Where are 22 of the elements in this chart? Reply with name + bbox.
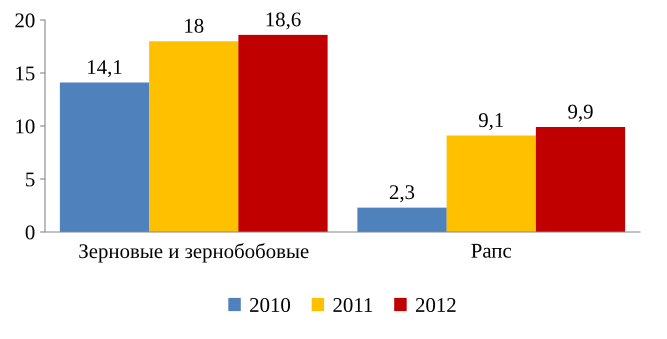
y-tick-label: 15 [16,66,34,80]
data-label: 9,9 [568,104,593,122]
bar [446,136,536,232]
bar [357,208,447,232]
y-tick-label: 5 [26,172,34,186]
legend-label: 2012 [416,298,456,312]
bar [149,41,238,232]
data-label: 18 [185,18,204,33]
x-tick-label: Рапс [471,244,512,258]
y-tick-label: 0 [26,225,34,240]
legend-label: 2010 [250,298,290,312]
bar [238,34,328,232]
data-label: 9,1 [478,113,504,130]
data-label: 2,3 [390,185,414,202]
x-tick-label: Зерновые и зернобобовые [79,243,308,262]
data-label: 18,6 [266,12,301,30]
legend-label: 2011 [333,298,372,312]
y-tick-label: 20 [15,13,34,28]
y-tick-label: 10 [16,119,34,134]
bar [536,127,626,232]
bar [60,82,150,232]
data-label: 14,1 [88,60,122,78]
